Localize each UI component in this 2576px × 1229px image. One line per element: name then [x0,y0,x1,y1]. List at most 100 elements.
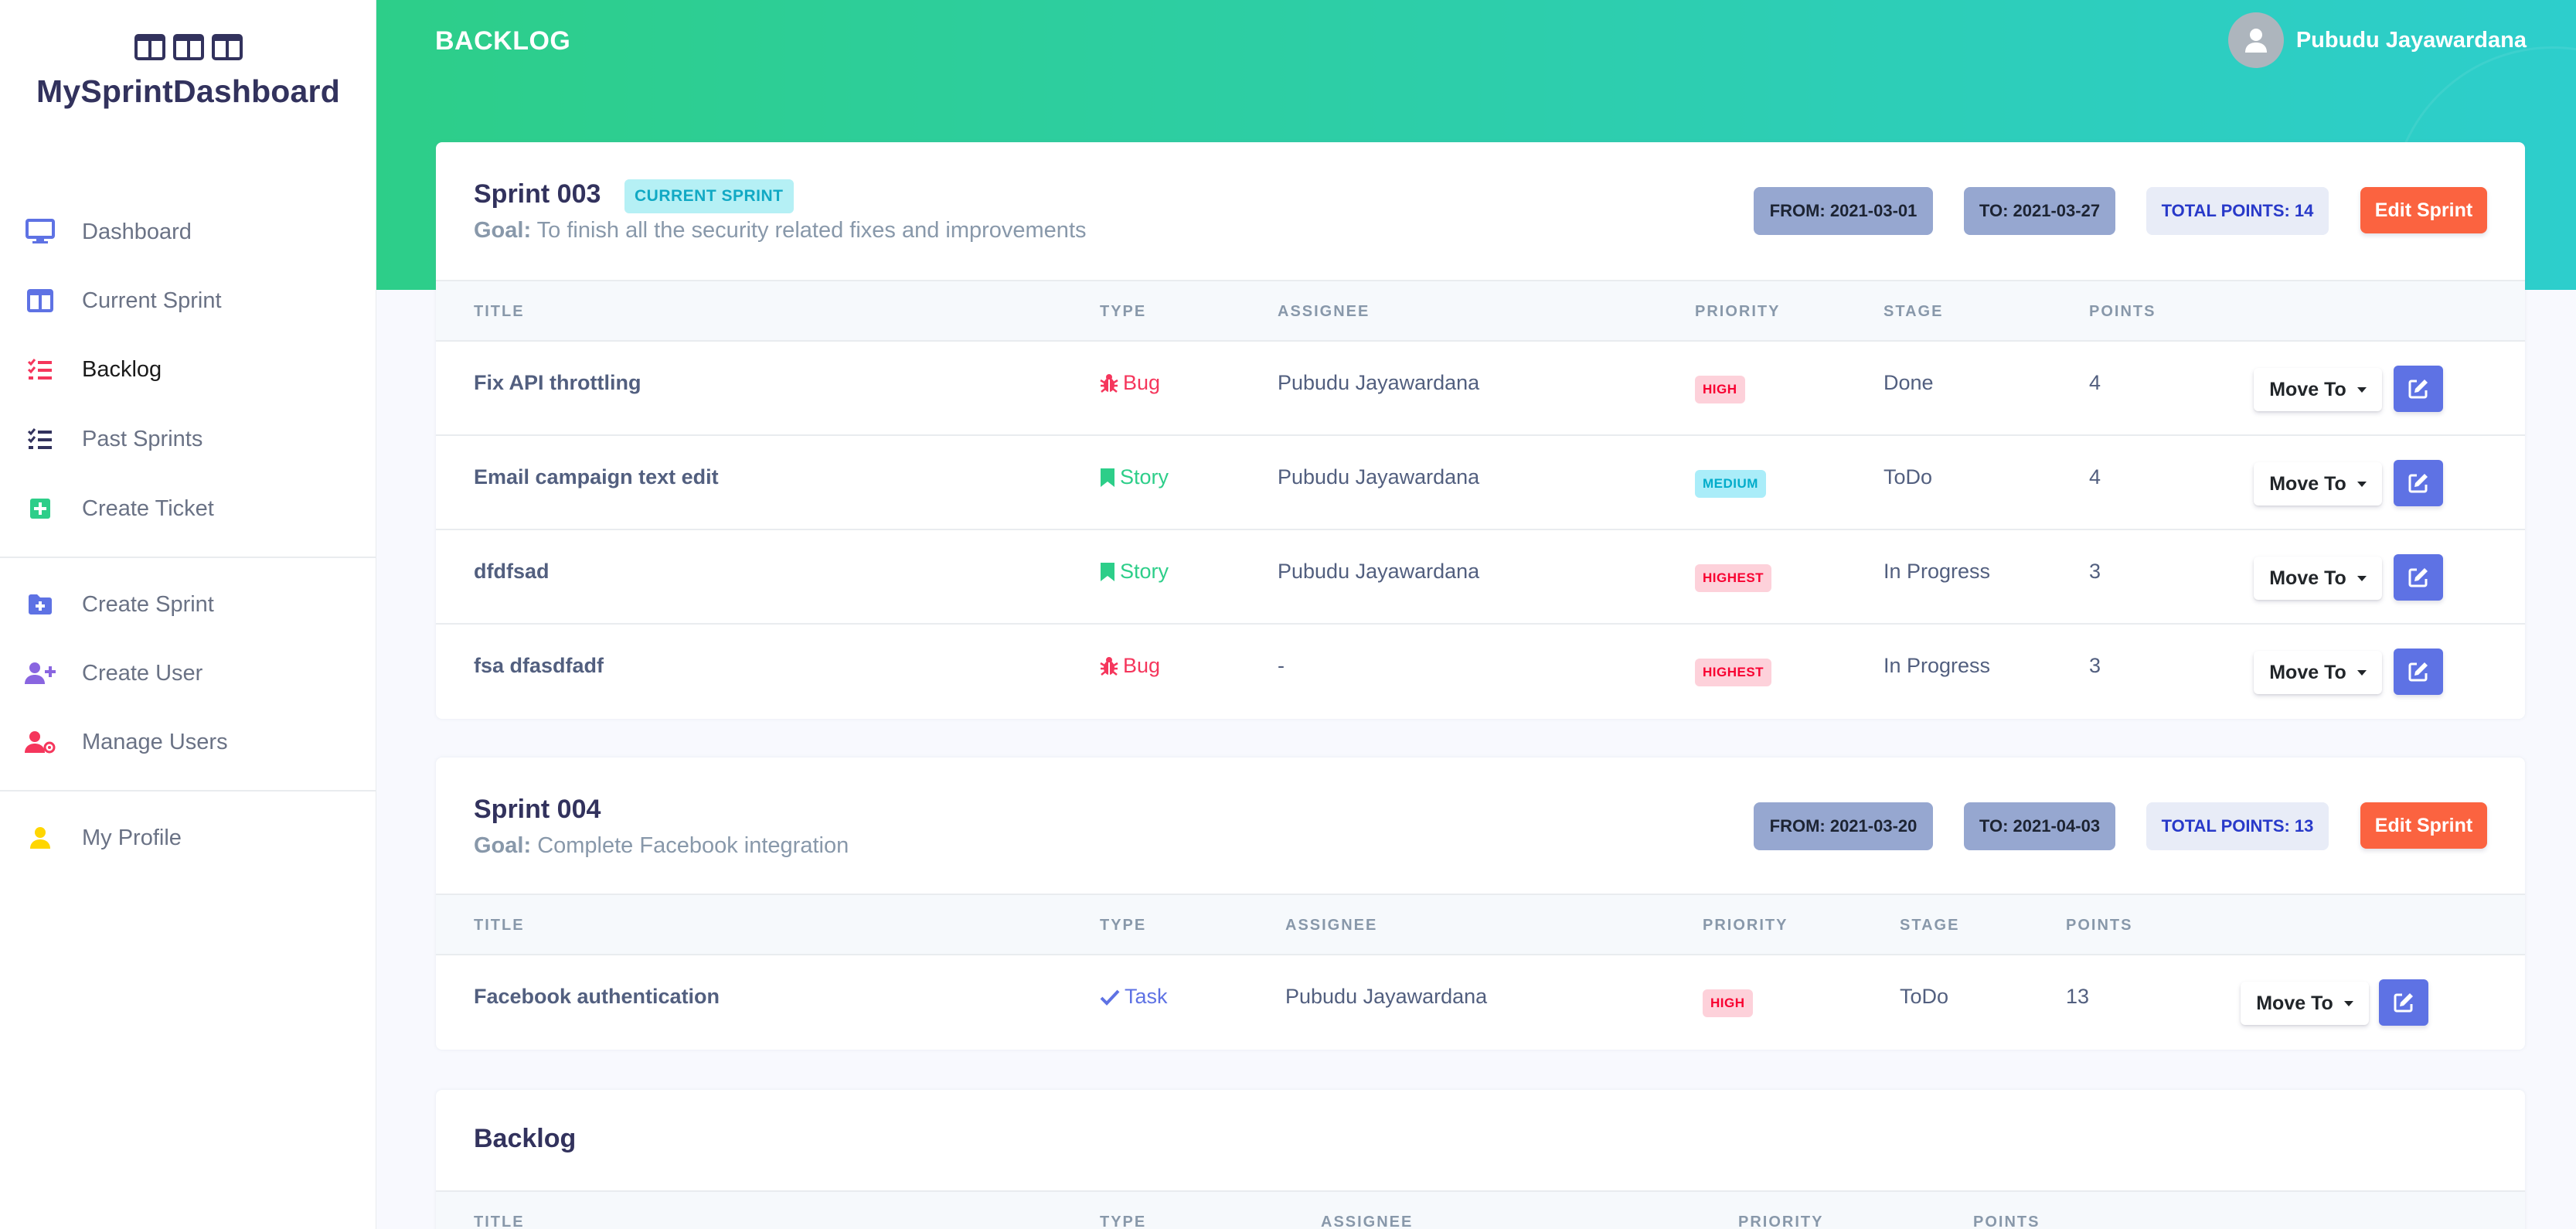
bug-icon [1100,373,1118,393]
brand[interactable]: MySprintDashboard [0,34,376,110]
ticket-stage: In Progress [1884,560,1991,583]
ticket-assignee: Pubudu Jayawardana [1278,465,1480,489]
sidebar-item-label: Current Sprint [82,288,222,313]
sprint-from-date: FROM: 2021-03-20 [1754,802,1933,850]
sidebar-item-backlog[interactable]: Backlog [0,339,376,400]
ticket-assignee: Pubudu Jayawardana [1285,985,1488,1008]
page-title: BACKLOG [435,26,571,56]
user-gear-icon [25,727,56,757]
column-header-priority: PRIORITY [1695,303,1781,320]
move-to-label: Move To [2269,567,2346,589]
sprint-card: Sprint 003 CURRENT SPRINT Goal: To finis… [436,142,2525,719]
column-header-stage: STAGE [1884,303,1944,320]
ticket-type: Bug [1100,371,1160,395]
backlog-card-header: Backlog [436,1090,2525,1190]
column-header-points: POINTS [2089,303,2156,320]
ticket-title[interactable]: dfdfsad [474,560,550,583]
user-icon [25,822,56,853]
ticket-type-label: Story [1120,560,1169,583]
sidebar-item-my-profile[interactable]: My Profile [0,807,376,869]
sidebar-item-label: Manage Users [82,729,228,754]
bookmark-icon [1101,562,1114,581]
plus-square-icon [25,493,56,524]
backlog-title: Backlog [474,1124,577,1153]
ticket-type-label: Bug [1123,654,1161,677]
sidebar-item-create-sprint[interactable]: Create Sprint [0,574,376,635]
goal-text: Complete Facebook integration [537,833,849,858]
edit-sprint-button[interactable]: Edit Sprint [2360,802,2487,849]
ticket-stage: ToDo [1900,985,1949,1008]
sprint-card: Sprint 004 Goal: Complete Facebook integ… [436,757,2525,1050]
move-to-dropdown[interactable]: Move To [2241,982,2369,1025]
priority-badge: MEDIUM [1695,470,1766,498]
column-header-stage: STAGE [1900,917,1960,934]
edit-icon [2408,474,2428,493]
ticket-type: Story [1100,465,1169,489]
column-header-type: TYPE [1100,1214,1147,1229]
ticket-type-label: Bug [1123,371,1161,394]
ticket-assignee: - [1278,654,1285,677]
sidebar-item-create-ticket[interactable]: Create Ticket [0,478,376,540]
table-row: Email campaign text edit Story Pubudu Ja… [436,436,2525,530]
columns-icon [211,34,243,64]
sprint-name: Sprint 003 [474,179,601,209]
sidebar-item-past-sprints[interactable]: Past Sprints [0,408,376,470]
sidebar-item-current-sprint[interactable]: Current Sprint [0,270,376,332]
move-to-dropdown[interactable]: Move To [2254,651,2382,694]
sprint-total-points: TOTAL POINTS: 14 [2146,187,2329,235]
ticket-points: 3 [2089,654,2101,677]
edit-ticket-button[interactable] [2394,460,2443,506]
sidebar: MySprintDashboard Dashboard Current Spri… [0,0,376,1229]
caret-down-icon [2357,669,2367,676]
edit-ticket-button[interactable] [2394,649,2443,695]
ticket-title[interactable]: Email campaign text edit [474,465,719,489]
priority-badge: HIGH [1703,989,1753,1017]
ticket-title[interactable]: Fix API throttling [474,371,641,394]
ticket-title[interactable]: Facebook authentication [474,985,720,1008]
edit-icon [2408,568,2428,587]
ticket-stage: ToDo [1884,465,1933,489]
backlog-card: Backlog TITLE TYPE ASSIGNEE PRIORITY POI… [436,1090,2525,1229]
sidebar-item-dashboard[interactable]: Dashboard [0,201,376,263]
edit-ticket-button[interactable] [2394,366,2443,412]
table-header: TITLE TYPE ASSIGNEE PRIORITY STAGE POINT… [436,280,2525,342]
sidebar-item-label: Create Ticket [82,495,214,521]
edit-ticket-button[interactable] [2394,554,2443,601]
caret-down-icon [2357,575,2367,581]
move-to-dropdown[interactable]: Move To [2254,557,2382,600]
ticket-points: 4 [2089,465,2101,489]
columns-icon [25,285,56,316]
sidebar-item-create-user[interactable]: Create User [0,642,376,704]
edit-sprint-button[interactable]: Edit Sprint [2360,187,2487,233]
edit-ticket-button[interactable] [2379,979,2428,1026]
goal-label: Goal: [474,833,532,858]
user-plus-icon [25,658,56,689]
sidebar-item-manage-users[interactable]: Manage Users [0,711,376,773]
ticket-type-label: Story [1120,465,1169,489]
ticket-title[interactable]: fsa dfasdfadf [474,654,604,677]
column-header-title: TITLE [474,1214,525,1229]
table-row: Facebook authentication Task Pubudu Jaya… [436,955,2525,1050]
move-to-label: Move To [2256,992,2333,1014]
sprint-goal: Goal: Complete Facebook integration [474,833,849,859]
column-header-type: TYPE [1100,303,1147,320]
user-menu[interactable]: Pubudu Jayawardana [2227,12,2527,68]
edit-icon [2408,662,2428,682]
move-to-dropdown[interactable]: Move To [2254,368,2382,411]
monitor-icon [25,216,56,247]
avatar [2227,12,2284,68]
caret-down-icon [2343,1000,2353,1006]
move-to-dropdown[interactable]: Move To [2254,462,2382,506]
sidebar-item-label: My Profile [82,825,182,850]
table-row: fsa dfasdfadf Bug - HIGHEST In Progress … [436,625,2525,719]
bug-icon [1100,656,1118,676]
current-sprint-badge: CURRENT SPRINT [624,179,794,213]
sprint-to-date: TO: 2021-04-03 [1964,802,2115,850]
table-row: Fix API throttling Bug Pubudu Jayawardan… [436,342,2525,436]
column-header-assignee: ASSIGNEE [1321,1214,1414,1229]
list-check-icon [25,424,56,454]
sidebar-item-label: Create User [82,660,203,686]
check-icon [1100,989,1120,1006]
user-icon [2244,29,2267,53]
sprint-to-date: TO: 2021-03-27 [1964,187,2115,235]
